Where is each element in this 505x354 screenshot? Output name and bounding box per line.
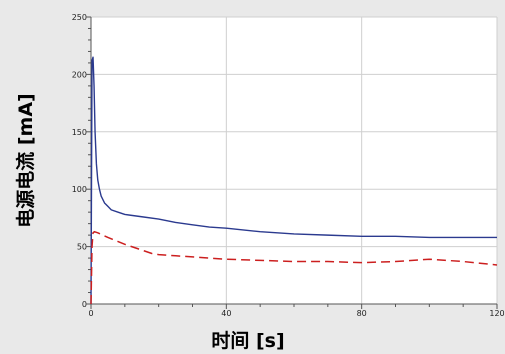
y-tick-label: 250 <box>72 13 87 22</box>
y-tick-label: 200 <box>72 70 87 79</box>
x-tick-label: 120 <box>489 309 504 318</box>
series-line-1 <box>90 56 497 305</box>
series-lines <box>90 56 498 305</box>
y-tick-label: 0 <box>82 300 87 309</box>
x-tick-label: 40 <box>221 309 231 318</box>
x-axis-label: 时间 [s] <box>211 330 284 352</box>
y-tick-label: 100 <box>72 185 87 194</box>
y-axis-label: 电源电流 [mA] <box>14 93 37 228</box>
plot-area-group: 0 50 100 150 200 250 0 40 80 120 <box>72 13 505 318</box>
series-line-2 <box>90 230 498 305</box>
y-tick-label: 150 <box>72 128 87 137</box>
y-tick-label: 50 <box>77 243 87 252</box>
plot-area <box>91 17 497 304</box>
x-tick-label: 80 <box>357 309 367 318</box>
x-tick-label: 0 <box>88 309 93 318</box>
axis-ticks: 0 50 100 150 200 250 0 40 80 120 <box>72 13 505 318</box>
grid-lines <box>91 16 498 304</box>
